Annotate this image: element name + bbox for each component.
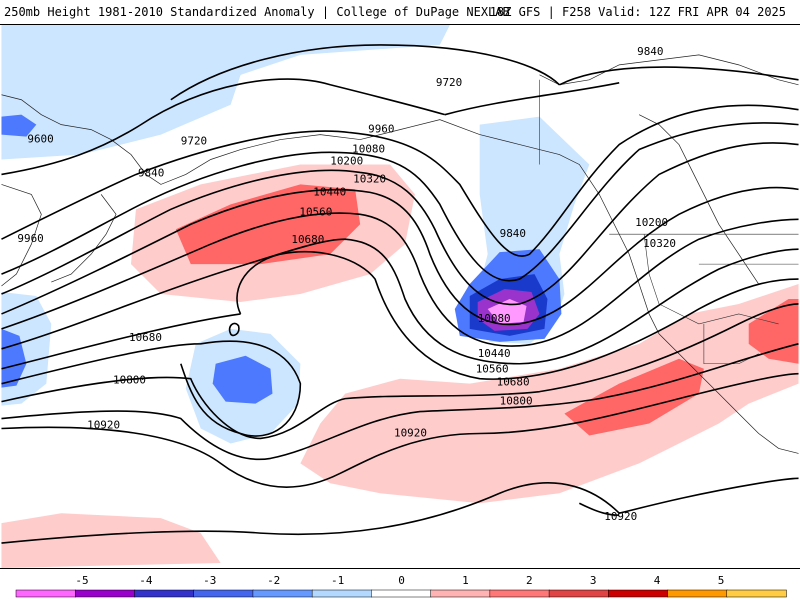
colorbar-tick-label: 3 (590, 574, 597, 587)
positive-anomaly-subtropics-s (1, 513, 221, 568)
contour-label: 10680 (129, 331, 162, 344)
colorbar-segment (726, 589, 787, 598)
colorbar-tick-label: -3 (203, 574, 216, 587)
colorbar-segment (608, 589, 669, 598)
anomaly-colorbar: -5 -4 -3 -2 -1 0 1 2 3 4 5 (15, 574, 787, 598)
contour-label: 10920 (394, 426, 427, 439)
height-contours (1, 44, 799, 544)
contour-label: 10440 (313, 185, 346, 198)
contour-label: 9840 (637, 45, 663, 58)
contour-label: 10920 (604, 510, 637, 523)
contour-labels: 9600 9720 9720 9840 9840 9840 9960 9960 … (17, 45, 676, 523)
contour-label: 9840 (500, 227, 526, 240)
model-run-info: 18Z GFS | F258 Valid: 12Z FRI APR 04 202… (489, 5, 786, 19)
contour-label: 9840 (138, 166, 164, 179)
colorbar-tick-label: -4 (139, 574, 153, 587)
contour-label: 10080 (352, 143, 385, 156)
contour-label: 10680 (291, 233, 324, 246)
colorbar-tick-label: 4 (654, 574, 661, 587)
positive-anomaly-subtropics (300, 284, 799, 504)
colorbar-segment (15, 589, 76, 598)
contour-label: 10200 (330, 154, 363, 167)
negative-anomaly-trough-peak (487, 298, 527, 324)
colorbar-segment (193, 589, 254, 598)
colorbar-tick-label: 2 (526, 574, 533, 587)
contour-label: 10320 (643, 237, 676, 250)
colorbar-segment (74, 589, 136, 598)
negative-anomaly-north (1, 25, 450, 160)
colorbar-tick-label: 5 (718, 574, 725, 587)
colorbar-tick-label: 0 (398, 574, 405, 587)
negative-anomaly-north-core (1, 114, 37, 137)
contour-label: 10800 (113, 374, 146, 387)
contour-label: 10920 (87, 419, 120, 432)
contour-label: 10800 (500, 395, 533, 408)
colorbar-segment (252, 589, 313, 598)
contour-label: 10440 (478, 347, 511, 360)
negative-anomaly-pacific-core (212, 355, 273, 404)
contour-label: 10320 (353, 172, 386, 185)
map-header: 250mb Height 1981-2010 Standardized Anom… (0, 0, 800, 24)
colorbar-segment (311, 589, 373, 598)
colorbar-segment (667, 589, 728, 598)
contour-label: 9720 (436, 76, 462, 89)
contour-label: 10680 (497, 376, 530, 389)
contour-label: 10080 (478, 312, 511, 325)
contour-label: 10560 (476, 363, 509, 376)
colorbar-tick-label: -5 (75, 574, 88, 587)
colorbar-segment (134, 589, 195, 598)
map-title: 250mb Height 1981-2010 Standardized Anom… (4, 5, 510, 19)
contour-label: 9960 (368, 123, 394, 136)
colorbar-tick-label: -2 (267, 574, 280, 587)
contour-label: 9600 (27, 133, 53, 146)
contour-label: 9960 (17, 232, 43, 245)
anomaly-shading (1, 25, 799, 568)
height-anomaly-map: 9600 9720 9720 9840 9840 9840 9960 9960 … (0, 24, 800, 569)
positive-anomaly-subtropics-core (564, 358, 704, 436)
contour-label: 10560 (299, 205, 332, 218)
contour-label: 9720 (181, 135, 207, 148)
colorbar-segments (15, 589, 787, 598)
colorbar-segment (430, 589, 491, 598)
colorbar-tick-label: 1 (462, 574, 469, 587)
colorbar-segment (371, 589, 432, 598)
colorbar-tick-label: -1 (331, 574, 344, 587)
colorbar-ticks: -5 -4 -3 -2 -1 0 1 2 3 4 5 (75, 574, 724, 587)
colorbar-segment (548, 589, 610, 598)
colorbar-segment (489, 589, 550, 598)
contour-label: 10200 (635, 216, 668, 229)
